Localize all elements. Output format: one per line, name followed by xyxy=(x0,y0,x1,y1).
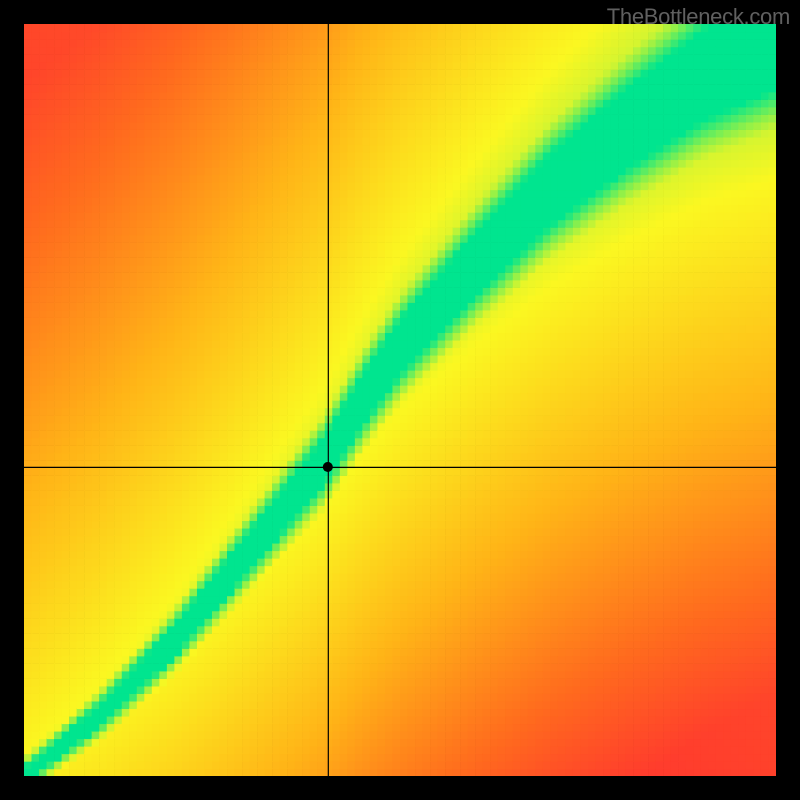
chart-container: TheBottleneck.com xyxy=(0,0,800,800)
bottleneck-heatmap xyxy=(24,24,776,776)
